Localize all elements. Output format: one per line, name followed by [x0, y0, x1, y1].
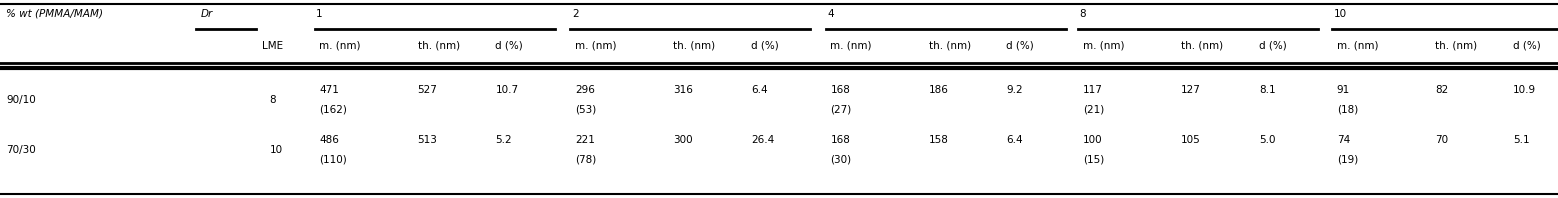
Text: (19): (19)	[1337, 155, 1359, 165]
Text: % wt (PMMA/MAM): % wt (PMMA/MAM)	[6, 9, 103, 19]
Text: 91: 91	[1337, 85, 1351, 95]
Text: 300: 300	[673, 135, 693, 145]
Text: 10.9: 10.9	[1513, 85, 1536, 95]
Text: 5.1: 5.1	[1513, 135, 1530, 145]
Text: 10.7: 10.7	[495, 85, 519, 95]
Text: 513: 513	[418, 135, 438, 145]
Text: 486: 486	[319, 135, 340, 145]
Text: (15): (15)	[1083, 155, 1105, 165]
Text: (21): (21)	[1083, 105, 1105, 115]
Text: d (%): d (%)	[751, 41, 779, 51]
Text: m. (nm): m. (nm)	[1083, 41, 1125, 51]
Text: 105: 105	[1181, 135, 1201, 145]
Text: m. (nm): m. (nm)	[1337, 41, 1379, 51]
Text: 6.4: 6.4	[751, 85, 768, 95]
Text: 9.2: 9.2	[1006, 85, 1024, 95]
Text: 316: 316	[673, 85, 693, 95]
Text: d (%): d (%)	[1259, 41, 1287, 51]
Text: (78): (78)	[575, 155, 597, 165]
Text: Dr: Dr	[201, 9, 213, 19]
Text: 74: 74	[1337, 135, 1351, 145]
Text: d (%): d (%)	[495, 41, 523, 51]
Text: 10: 10	[1334, 9, 1346, 19]
Text: 26.4: 26.4	[751, 135, 774, 145]
Text: d (%): d (%)	[1513, 41, 1541, 51]
Text: m. (nm): m. (nm)	[319, 41, 361, 51]
Text: m. (nm): m. (nm)	[575, 41, 617, 51]
Text: 8.1: 8.1	[1259, 85, 1276, 95]
Text: 8: 8	[1080, 9, 1086, 19]
Text: m. (nm): m. (nm)	[830, 41, 872, 51]
Text: 471: 471	[319, 85, 340, 95]
Text: d (%): d (%)	[1006, 41, 1035, 51]
Text: 5.0: 5.0	[1259, 135, 1276, 145]
Text: 70: 70	[1435, 135, 1447, 145]
Text: th. (nm): th. (nm)	[929, 41, 971, 51]
Text: 5.2: 5.2	[495, 135, 513, 145]
Text: 2: 2	[572, 9, 578, 19]
Text: 127: 127	[1181, 85, 1201, 95]
Text: (27): (27)	[830, 105, 852, 115]
Text: 70/30: 70/30	[6, 145, 36, 155]
Text: (53): (53)	[575, 105, 597, 115]
Text: 6.4: 6.4	[1006, 135, 1024, 145]
Text: 8: 8	[270, 95, 276, 105]
Text: 117: 117	[1083, 85, 1103, 95]
Text: 168: 168	[830, 85, 851, 95]
Text: 100: 100	[1083, 135, 1103, 145]
Text: 186: 186	[929, 85, 949, 95]
Text: (162): (162)	[319, 105, 347, 115]
Text: 4: 4	[827, 9, 834, 19]
Text: 158: 158	[929, 135, 949, 145]
Text: th. (nm): th. (nm)	[1435, 41, 1477, 51]
Text: 10: 10	[270, 145, 282, 155]
Text: th. (nm): th. (nm)	[418, 41, 460, 51]
Text: (110): (110)	[319, 155, 347, 165]
Text: (18): (18)	[1337, 105, 1359, 115]
Text: LME: LME	[262, 41, 284, 51]
Text: th. (nm): th. (nm)	[1181, 41, 1223, 51]
Text: 90/10: 90/10	[6, 95, 36, 105]
Text: 221: 221	[575, 135, 595, 145]
Text: 296: 296	[575, 85, 595, 95]
Text: th. (nm): th. (nm)	[673, 41, 715, 51]
Text: 527: 527	[418, 85, 438, 95]
Text: (30): (30)	[830, 155, 852, 165]
Text: 1: 1	[316, 9, 323, 19]
Text: 82: 82	[1435, 85, 1449, 95]
Text: 168: 168	[830, 135, 851, 145]
